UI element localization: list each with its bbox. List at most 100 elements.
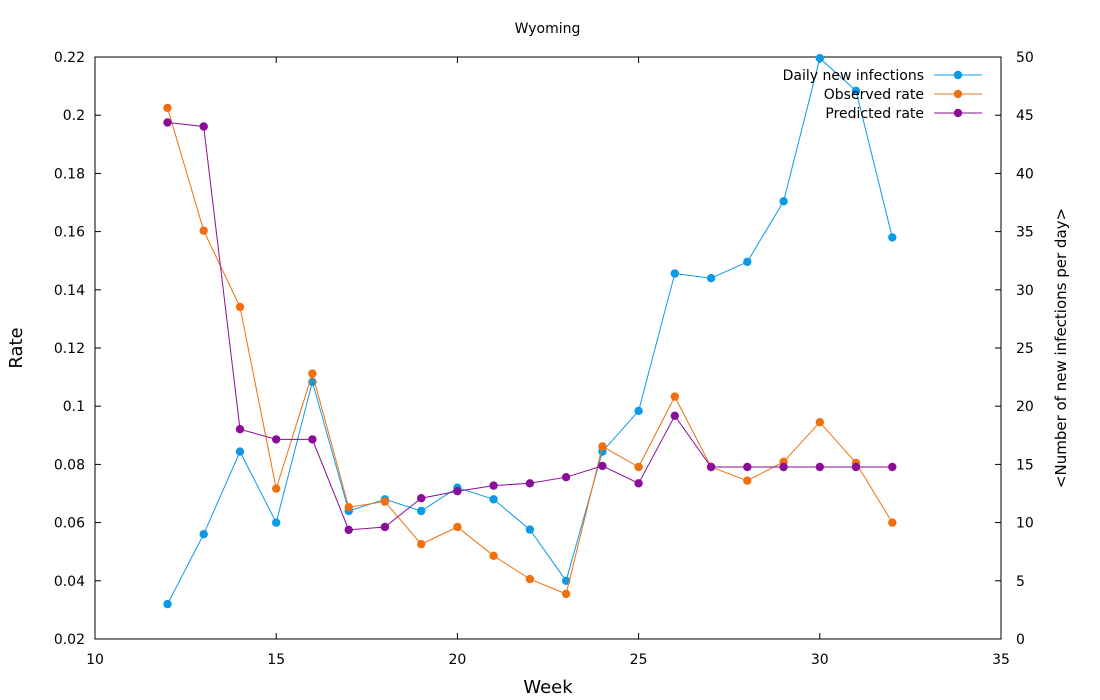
data-point bbox=[525, 574, 535, 584]
data-point bbox=[489, 495, 498, 504]
y-tick-label: 0.14 bbox=[54, 283, 85, 299]
data-point bbox=[163, 118, 172, 127]
data-point bbox=[163, 599, 172, 609]
y2-tick-label: 30 bbox=[1016, 283, 1034, 299]
data-point bbox=[851, 462, 861, 472]
data-point bbox=[670, 411, 679, 420]
data-point bbox=[888, 518, 897, 527]
data-point bbox=[199, 226, 208, 235]
y2-tick-label: 0 bbox=[1016, 632, 1025, 648]
legend-label: Daily new infections bbox=[783, 68, 924, 84]
y2-tick-label: 40 bbox=[1016, 166, 1034, 182]
data-point bbox=[525, 479, 535, 488]
data-point bbox=[670, 269, 679, 278]
data-point bbox=[598, 442, 607, 451]
data-point bbox=[344, 503, 353, 512]
data-point bbox=[851, 86, 861, 96]
legend: Daily new infections Observed rate Predict… bbox=[783, 68, 982, 122]
data-point bbox=[308, 369, 317, 378]
data-point bbox=[779, 197, 788, 206]
x-tick-label: 20 bbox=[448, 652, 466, 668]
y-tick-label: 0.22 bbox=[54, 50, 85, 66]
data-point bbox=[634, 479, 643, 488]
data-point bbox=[308, 435, 317, 444]
data-point bbox=[815, 418, 824, 427]
y-tick-label: 0.04 bbox=[54, 574, 85, 590]
y-tick-label: 0.16 bbox=[54, 225, 85, 241]
legend-swatch-marker bbox=[953, 89, 963, 99]
data-point bbox=[380, 497, 390, 506]
series-2 bbox=[163, 118, 897, 535]
series-layer bbox=[163, 54, 897, 609]
data-point bbox=[743, 257, 752, 267]
y-tick-label: 0.1 bbox=[63, 399, 85, 415]
data-point bbox=[561, 576, 571, 585]
y-tick-label: 0.08 bbox=[54, 457, 85, 473]
data-point bbox=[634, 406, 643, 416]
y-tick-label: 0.06 bbox=[54, 516, 85, 532]
legend-label: Observed rate bbox=[824, 87, 924, 103]
data-point bbox=[598, 461, 607, 471]
data-point bbox=[779, 462, 788, 472]
data-point bbox=[272, 518, 281, 527]
y2-tick-label: 25 bbox=[1016, 341, 1034, 357]
data-point bbox=[199, 122, 208, 131]
data-point bbox=[888, 462, 897, 472]
data-point bbox=[743, 476, 752, 485]
x-tick-label: 10 bbox=[86, 652, 104, 668]
y2-tick-label: 10 bbox=[1016, 516, 1034, 532]
series-0 bbox=[163, 54, 897, 609]
y-tick-label: 0.18 bbox=[54, 166, 85, 182]
plot-area bbox=[94, 56, 1002, 640]
y2-tick-label: 35 bbox=[1016, 225, 1034, 241]
data-point bbox=[815, 54, 824, 63]
data-point bbox=[417, 539, 426, 549]
y2-tick-label: 50 bbox=[1016, 50, 1034, 66]
y-tick-label: 0.02 bbox=[54, 632, 85, 648]
legend-swatch-marker bbox=[953, 70, 963, 80]
legend-label: Predicted rate bbox=[825, 106, 924, 122]
data-point bbox=[417, 506, 426, 516]
data-point bbox=[272, 435, 281, 444]
y-tick-label: 0.12 bbox=[54, 341, 85, 357]
y2-tick-label: 5 bbox=[1016, 574, 1025, 590]
data-point bbox=[235, 447, 245, 456]
y2-axis-label: <Number of new infections per day> bbox=[1052, 208, 1070, 488]
data-point bbox=[453, 522, 462, 532]
data-point bbox=[561, 589, 571, 599]
data-point bbox=[561, 473, 571, 482]
data-point bbox=[163, 103, 172, 113]
data-point bbox=[272, 484, 281, 493]
legend-swatch-marker bbox=[953, 108, 963, 118]
data-point bbox=[815, 462, 824, 472]
data-point bbox=[888, 233, 897, 242]
data-point bbox=[380, 522, 390, 532]
data-point bbox=[344, 525, 353, 535]
y-axis-label: Rate bbox=[6, 327, 27, 368]
chart-title: Wyoming bbox=[515, 21, 581, 37]
data-point bbox=[417, 494, 426, 503]
data-point bbox=[489, 551, 498, 560]
data-point bbox=[706, 274, 716, 283]
series-1 bbox=[163, 103, 897, 599]
data-point bbox=[634, 462, 643, 472]
y-tick-label: 0.2 bbox=[63, 108, 85, 124]
y2-tick-label: 45 bbox=[1016, 108, 1034, 124]
axis-ticks: 10 15 20 25 30 35 0.02 0.04 0.06 0.08 0.1 0.12 0.14 0… bbox=[54, 50, 1034, 668]
data-point bbox=[235, 425, 245, 434]
data-point bbox=[743, 462, 752, 472]
x-tick-label: 15 bbox=[267, 652, 285, 668]
x-tick-label: 25 bbox=[630, 652, 648, 668]
x-axis-label: Week bbox=[523, 677, 573, 698]
data-point bbox=[235, 302, 245, 312]
y2-tick-label: 15 bbox=[1016, 457, 1034, 473]
data-point bbox=[525, 525, 535, 534]
x-tick-label: 35 bbox=[992, 652, 1010, 668]
data-point bbox=[489, 481, 498, 490]
y2-tick-label: 20 bbox=[1016, 399, 1034, 415]
data-point bbox=[670, 392, 679, 401]
data-point bbox=[453, 487, 462, 496]
data-point bbox=[199, 530, 208, 539]
x-tick-label: 30 bbox=[811, 652, 829, 668]
